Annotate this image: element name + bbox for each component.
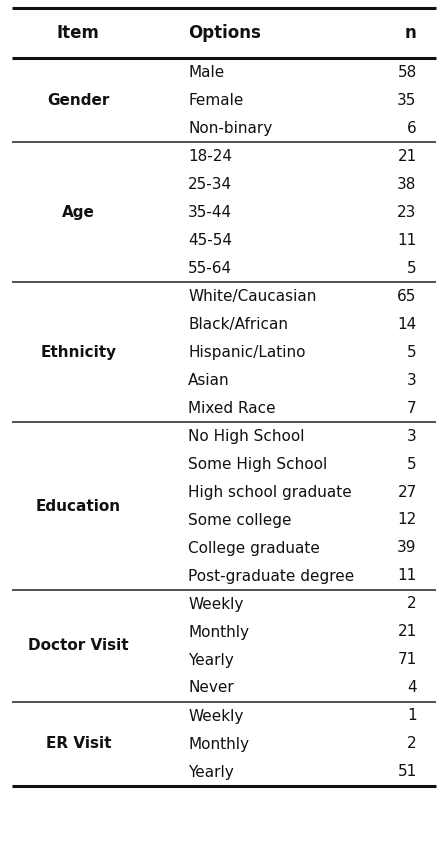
Text: 38: 38	[397, 177, 417, 191]
Text: 3: 3	[407, 372, 417, 388]
Text: No High School: No High School	[188, 428, 305, 444]
Text: 2: 2	[407, 736, 417, 751]
Text: Hispanic/Latino: Hispanic/Latino	[188, 344, 306, 360]
Text: Never: Never	[188, 681, 234, 695]
Text: 65: 65	[397, 288, 417, 303]
Text: Age: Age	[62, 205, 95, 219]
Text: Monthly: Monthly	[188, 736, 249, 751]
Text: 35-44: 35-44	[188, 205, 232, 219]
Text: ER Visit: ER Visit	[46, 736, 111, 751]
Text: Ethnicity: Ethnicity	[40, 344, 116, 360]
Text: Item: Item	[57, 24, 100, 42]
Text: Weekly: Weekly	[188, 597, 244, 611]
Text: 45-54: 45-54	[188, 233, 232, 247]
Text: Yearly: Yearly	[188, 764, 234, 779]
Text: 2: 2	[407, 597, 417, 611]
Text: 14: 14	[397, 316, 417, 332]
Text: Monthly: Monthly	[188, 625, 249, 639]
Text: Non-binary: Non-binary	[188, 121, 272, 135]
Text: Black/African: Black/African	[188, 316, 288, 332]
Text: Mixed Race: Mixed Race	[188, 400, 276, 416]
Text: 58: 58	[397, 65, 417, 80]
Text: College graduate: College graduate	[188, 541, 320, 556]
Text: Doctor Visit: Doctor Visit	[28, 638, 129, 654]
Text: 55-64: 55-64	[188, 260, 232, 275]
Text: 5: 5	[407, 260, 417, 275]
Text: 23: 23	[397, 205, 417, 219]
Text: Some High School: Some High School	[188, 456, 327, 472]
Text: Education: Education	[36, 498, 121, 513]
Text: 21: 21	[397, 625, 417, 639]
Text: 21: 21	[397, 149, 417, 163]
Text: Gender: Gender	[47, 93, 110, 107]
Text: 7: 7	[407, 400, 417, 416]
Text: 27: 27	[397, 484, 417, 500]
Text: 18-24: 18-24	[188, 149, 232, 163]
Text: n: n	[405, 24, 417, 42]
Text: 25-34: 25-34	[188, 177, 232, 191]
Text: 5: 5	[407, 456, 417, 472]
Text: 51: 51	[397, 764, 417, 779]
Text: Male: Male	[188, 65, 224, 80]
Text: 11: 11	[397, 233, 417, 247]
Text: Weekly: Weekly	[188, 709, 244, 723]
Text: 35: 35	[397, 93, 417, 107]
Text: Options: Options	[188, 24, 261, 42]
Text: White/Caucasian: White/Caucasian	[188, 288, 317, 303]
Text: High school graduate: High school graduate	[188, 484, 352, 500]
Text: Some college: Some college	[188, 513, 292, 528]
Text: Yearly: Yearly	[188, 653, 234, 667]
Text: 12: 12	[397, 513, 417, 528]
Text: 11: 11	[397, 569, 417, 583]
Text: 6: 6	[407, 121, 417, 135]
Text: Female: Female	[188, 93, 244, 107]
Text: Asian: Asian	[188, 372, 230, 388]
Text: 39: 39	[397, 541, 417, 556]
Text: 1: 1	[407, 709, 417, 723]
Text: 71: 71	[397, 653, 417, 667]
Text: 4: 4	[407, 681, 417, 695]
Text: 5: 5	[407, 344, 417, 360]
Text: 3: 3	[407, 428, 417, 444]
Text: Post-graduate degree: Post-graduate degree	[188, 569, 354, 583]
